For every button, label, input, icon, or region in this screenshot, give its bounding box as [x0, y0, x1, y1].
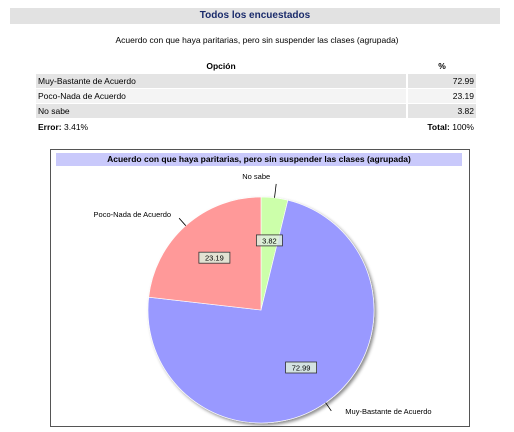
data-label-box: [255, 234, 283, 247]
total-value: 100%: [452, 122, 474, 132]
column-header-option: Opción: [206, 61, 236, 71]
row-option: Muy-Bastante de Acuerdo: [36, 74, 406, 88]
chart-title: Acuerdo con que haya paritarias, pero si…: [56, 153, 462, 166]
row-percent: 23.19: [408, 89, 476, 103]
data-label-box: [285, 361, 318, 374]
row-option: Poco-Nada de Acuerdo: [36, 89, 406, 103]
category-label: Poco-Nada de Acuerdo: [94, 210, 172, 219]
data-label-box: [198, 251, 231, 264]
chart-panel: Acuerdo con que haya paritarias, pero si…: [50, 149, 470, 427]
category-label: Muy-Bastante de Acuerdo: [345, 407, 431, 416]
table-row: No sabe 3.82: [36, 104, 476, 118]
error-value: 3.41%: [64, 122, 89, 132]
data-label: 72.99: [292, 364, 311, 373]
pie-chart: 3.82 No sabe 72.99 Muy-Bastante de Acuerdo 2…: [94, 172, 432, 424]
row-option: No sabe: [36, 104, 406, 118]
total-label: Total:: [427, 122, 450, 132]
column-header-percent: %: [438, 61, 446, 71]
leader-line: [325, 402, 332, 412]
total: Total: 100%: [427, 122, 474, 133]
pie-slice: [147, 199, 375, 424]
question-text: Acuerdo con que haya paritarias, pero si…: [115, 35, 399, 45]
section-title: Todos los encuestados: [199, 10, 311, 21]
error-margin: Error: 3.41%: [38, 122, 88, 133]
leader-line: [274, 183, 277, 198]
section-header: Todos los encuestados: [10, 8, 500, 24]
category-label: No sabe: [242, 172, 270, 181]
row-percent: 72.99: [408, 74, 476, 88]
data-label: 23.19: [205, 254, 224, 263]
error-label: Error:: [38, 122, 62, 132]
leader-line: [178, 217, 187, 226]
row-percent: 3.82: [408, 104, 476, 118]
table-row: Poco-Nada de Acuerdo 23.19: [36, 89, 476, 103]
table-row: Muy-Bastante de Acuerdo 72.99: [36, 74, 476, 88]
data-label: 3.82: [262, 236, 277, 245]
